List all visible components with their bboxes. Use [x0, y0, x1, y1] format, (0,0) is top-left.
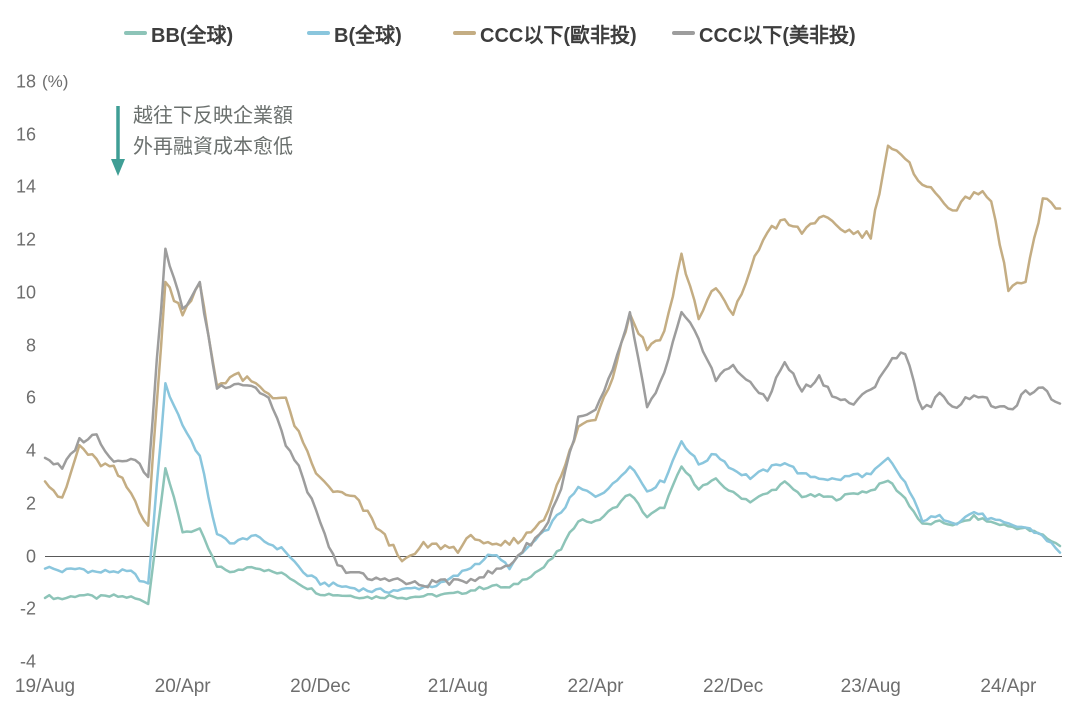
series-line-2: [43, 144, 1062, 563]
legend-swatch-b: [307, 31, 330, 35]
legend-item-b-global: B(全球): [307, 20, 402, 47]
x-tick-label: 23/Aug: [840, 676, 901, 697]
down-arrow-icon: [111, 106, 125, 176]
y-axis-unit-label: (%): [42, 72, 69, 91]
series-line-0: [43, 465, 1062, 606]
series-line-3: [43, 247, 1062, 589]
y-tick-label: -2: [19, 598, 36, 619]
legend-swatch-bb: [124, 31, 147, 35]
y-tick-label: -4: [19, 651, 36, 672]
y-tick-label: 16: [15, 124, 36, 145]
legend-swatch-ccc-us: [672, 31, 695, 35]
annotation-text: 越往下反映企業額 外再融資成本愈低: [133, 101, 293, 163]
legend-label-ccc-us: CCC以下(美非投): [699, 24, 856, 47]
x-tick-label: 22/Dec: [703, 676, 764, 697]
annotation-line-1: 越往下反映企業額: [133, 105, 293, 127]
y-tick-label: 10: [15, 282, 36, 303]
x-tick-label: 19/Aug: [14, 676, 76, 697]
y-tick-label: 2: [25, 493, 36, 514]
series-line-1: [43, 381, 1062, 595]
legend-item-bb-global: BB(全球): [124, 20, 234, 47]
x-tick-label: 24/Apr: [980, 676, 1037, 697]
legend-swatch-ccc-eu: [453, 31, 476, 35]
x-tick-label: 22/Apr: [567, 676, 624, 697]
legend-item-ccc-us: CCC以下(美非投): [672, 20, 856, 47]
legend-item-ccc-eu: CCC以下(歐非投): [453, 20, 637, 47]
y-tick-label: 0: [25, 546, 36, 567]
y-tick-label: 14: [15, 176, 36, 197]
legend-label-b: B(全球): [334, 24, 402, 47]
y-tick-label: 8: [25, 335, 36, 356]
legend-label-ccc-eu: CCC以下(歐非投): [480, 24, 637, 47]
x-tick-label: 20/Dec: [290, 676, 351, 697]
legend-label-bb: BB(全球): [151, 24, 234, 47]
x-tick-label: 21/Aug: [427, 676, 488, 697]
annotation-line-2: 外再融資成本愈低: [133, 136, 293, 158]
y-tick-label: 4: [25, 440, 36, 461]
y-tick-label: 18: [15, 71, 36, 92]
y-tick-label: 6: [25, 387, 36, 408]
y-tick-label: 12: [15, 229, 36, 250]
x-tick-label: 20/Apr: [154, 676, 211, 697]
